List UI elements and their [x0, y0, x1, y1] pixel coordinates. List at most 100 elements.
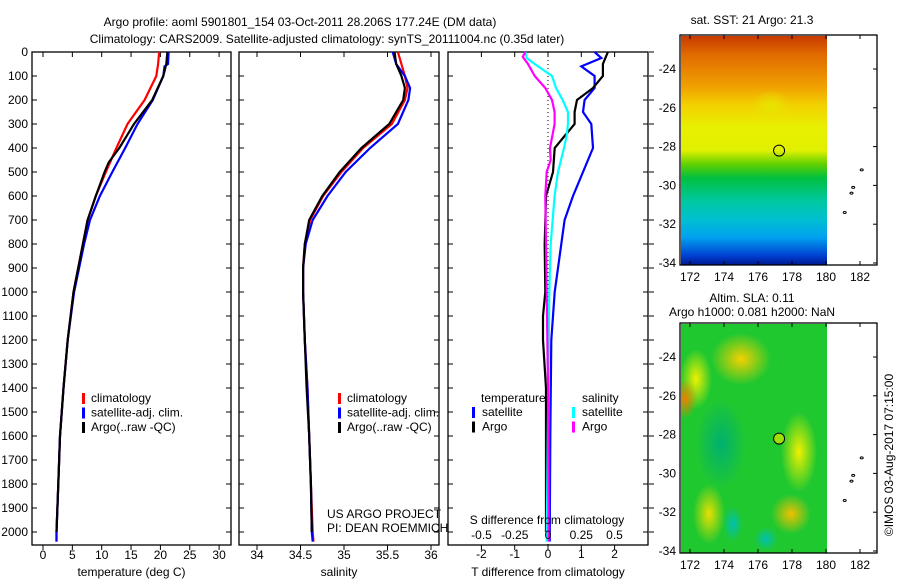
y-tick-label: 1000: [1, 285, 28, 299]
legend-swatch: [82, 422, 85, 433]
y-tick-label: 800: [8, 237, 28, 251]
plot-frame-2: [238, 51, 440, 546]
y-tick-label: 1700: [1, 453, 28, 467]
island-outline: [849, 479, 854, 483]
sst-map-image: [681, 36, 827, 265]
x-tick-label: -1: [509, 547, 520, 561]
x-tick-label: 35.5: [376, 548, 400, 562]
map-lon-label: 178: [782, 270, 802, 284]
x-tick-label: 25: [183, 548, 197, 562]
y-tick-label: 1800: [1, 477, 28, 491]
x-tick-label: 0: [545, 547, 552, 561]
y-tick-label: 0: [21, 45, 28, 59]
map-lon-label: 174: [714, 270, 734, 284]
salinity-line-satellite: [302, 51, 412, 542]
legend-label: Argo: [482, 420, 508, 434]
pi-text: PI: DEAN ROEMMICH: [327, 521, 448, 535]
island-outline: [842, 211, 847, 215]
legend-swatch: [572, 407, 575, 418]
map-lat-label: -24: [659, 62, 677, 76]
temperature-line-argo: [55, 51, 169, 533]
x-tick-label: 2: [611, 547, 618, 561]
legend-label: climatology: [347, 391, 407, 405]
map-lon-label: 180: [816, 270, 836, 284]
legend-label: climatology: [91, 391, 151, 405]
title-line-1: Argo profile: aoml 5901801_154 03-Oct-20…: [104, 15, 497, 29]
map-lat-label: -28: [659, 140, 677, 154]
legend-swatch: [338, 393, 341, 404]
y-tick-label: 100: [8, 69, 28, 83]
legend-swatch: [472, 421, 475, 433]
legend-label: Argo(..raw -QC): [91, 420, 176, 434]
x-tick-label: 10: [95, 548, 109, 562]
s-tick-label: 0.5: [606, 528, 623, 542]
map-lat-label: -32: [659, 505, 677, 519]
s-tick-label: 0: [545, 528, 552, 542]
y-tick-label: 700: [8, 213, 28, 227]
map-lon-label: 182: [850, 270, 870, 284]
legend-label: Argo(..raw -QC): [347, 420, 432, 434]
y-tick-label: 400: [8, 141, 28, 155]
island-outline: [859, 168, 864, 172]
s-tick-label: -0.25: [501, 528, 529, 542]
sla-map-subtitle: Argo h1000: 0.081 h2000: NaN: [669, 305, 835, 319]
legend-swatch: [338, 422, 341, 433]
copyright-text: ©IMOS 03-Aug-2017 07:15:00: [882, 374, 896, 537]
map-frame: [679, 322, 878, 554]
difference-line-t-argo: [541, 51, 609, 532]
sla-map-title: Altim. SLA: 0.11: [709, 291, 794, 305]
legend-label: Argo: [582, 420, 608, 434]
x-tick-label: 34: [250, 548, 264, 562]
legend-label: satellite-adj. clim.: [347, 406, 439, 420]
y-tick-label: 2000: [1, 525, 28, 539]
title-line-2: Climatology: CARS2009. Satellite-adjuste…: [90, 32, 564, 46]
map-lat-label: -32: [659, 217, 677, 231]
y-tick-label: 1400: [1, 381, 28, 395]
island-outline: [842, 499, 847, 503]
x-tick-label: 36: [424, 548, 438, 562]
legend-swatch: [82, 407, 85, 419]
map-lat-label: -30: [659, 466, 677, 480]
island-outline: [859, 456, 864, 460]
x-tick-label: 30: [212, 548, 226, 562]
credit-text: US ARGO PROJECT: [327, 507, 442, 521]
legend-swatch: [338, 407, 341, 419]
map-lat-label: -26: [659, 389, 677, 403]
legend-label: satellite: [582, 405, 623, 419]
legend-title-temperature: temperature: [481, 391, 546, 405]
x-tick-label: 15: [124, 548, 138, 562]
island-outline: [851, 185, 856, 189]
x-tick-label: 20: [154, 548, 168, 562]
y-tick-label: 900: [8, 261, 28, 275]
plot-frame-1: [31, 51, 232, 546]
map-lat-label: -28: [659, 428, 677, 442]
map-lon-label: 180: [816, 558, 836, 572]
y-tick-label: 1500: [1, 405, 28, 419]
x-tick-label: 0: [40, 548, 47, 562]
map-lon-label: 174: [714, 558, 734, 572]
map-lon-label: 172: [680, 270, 700, 284]
argo-location-marker: [773, 432, 786, 445]
y-tick-label: 1300: [1, 357, 28, 371]
island-outline: [849, 191, 854, 195]
legend-swatch: [472, 407, 475, 418]
y-tick-label: 1100: [2, 309, 28, 323]
y-tick-label: 600: [8, 189, 28, 203]
sst-map-title: sat. SST: 21 Argo: 21.3: [691, 13, 814, 27]
map-lat-label: -30: [659, 178, 677, 192]
map-lat-label: -26: [659, 101, 677, 115]
x-tick-label: 35: [337, 548, 351, 562]
map-lon-label: 182: [850, 558, 870, 572]
y-tick-label: 1900: [1, 501, 28, 515]
map-frame: [679, 34, 878, 266]
legend-swatch: [572, 421, 575, 433]
argo-location-marker: [773, 144, 786, 157]
map-lat-label: -34: [659, 544, 677, 558]
y-tick-label: 200: [8, 93, 28, 107]
s-axis-label: S difference from climatology: [470, 513, 625, 527]
legend-swatch: [82, 393, 85, 404]
difference-line-s-satellite: [524, 51, 570, 542]
legend-label: satellite-adj. clim.: [91, 406, 183, 420]
difference-line-t-satellite: [548, 51, 604, 542]
y-tick-label: 1200: [1, 333, 28, 347]
